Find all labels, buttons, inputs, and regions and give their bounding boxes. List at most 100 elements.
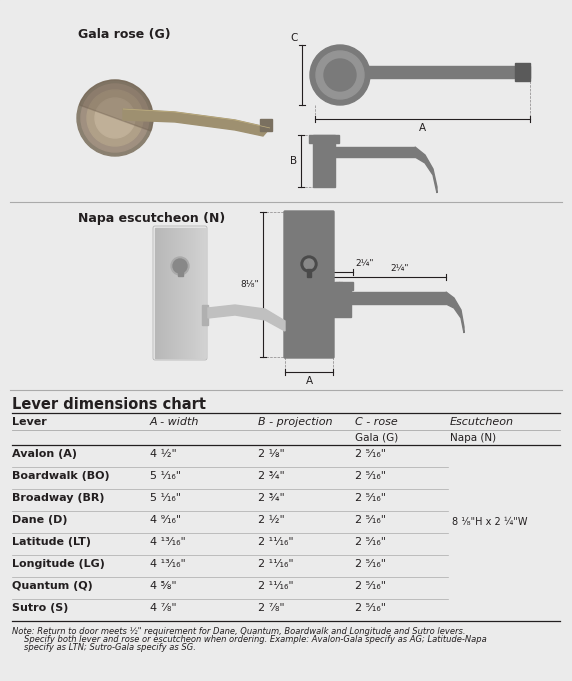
Bar: [172, 228, 173, 358]
Polygon shape: [123, 109, 270, 136]
Bar: [194, 228, 195, 358]
Text: 2 ⁵⁄₁₆": 2 ⁵⁄₁₆": [355, 493, 386, 503]
Bar: [184, 228, 185, 358]
Bar: [157, 228, 158, 358]
Bar: [196, 228, 197, 358]
Bar: [158, 228, 159, 358]
Bar: [335, 147, 415, 157]
Bar: [164, 228, 165, 358]
Text: 2 ⁵⁄₁₆": 2 ⁵⁄₁₆": [355, 515, 386, 525]
Text: Latitude (LT): Latitude (LT): [12, 537, 91, 547]
Circle shape: [87, 90, 143, 146]
Bar: [165, 228, 166, 358]
Bar: [202, 305, 208, 325]
Bar: [190, 228, 191, 358]
Text: 2 ⁵⁄₁₆": 2 ⁵⁄₁₆": [355, 449, 386, 459]
Bar: [177, 228, 178, 358]
Text: 8¹⁄₈": 8¹⁄₈": [240, 280, 259, 289]
Bar: [331, 282, 353, 290]
Text: B - projection: B - projection: [258, 417, 332, 427]
Text: Quantum (Q): Quantum (Q): [12, 581, 93, 591]
Text: C: C: [291, 33, 298, 43]
Bar: [187, 228, 188, 358]
Bar: [191, 228, 192, 358]
Bar: [181, 228, 182, 358]
Text: 4 ¹³⁄₁₆": 4 ¹³⁄₁₆": [150, 537, 186, 547]
FancyBboxPatch shape: [284, 211, 334, 358]
Bar: [169, 228, 170, 358]
Bar: [0, 390, 572, 681]
Text: 2 ¹¹⁄₁₆": 2 ¹¹⁄₁₆": [258, 581, 293, 591]
Bar: [189, 228, 190, 358]
Bar: [168, 228, 169, 358]
Bar: [365, 66, 530, 78]
Text: 2 ¹¹⁄₁₆": 2 ¹¹⁄₁₆": [258, 559, 293, 569]
Bar: [204, 228, 205, 358]
Text: 2 ⁵⁄₁₆": 2 ⁵⁄₁₆": [355, 471, 386, 481]
Circle shape: [316, 51, 364, 99]
Bar: [188, 228, 189, 358]
Text: 4 ⁷⁄₈": 4 ⁷⁄₈": [150, 603, 177, 613]
Bar: [201, 228, 202, 358]
Bar: [197, 228, 198, 358]
Bar: [333, 287, 351, 317]
Text: 2 ¾": 2 ¾": [258, 471, 285, 481]
Bar: [307, 269, 311, 277]
Bar: [182, 228, 183, 358]
Bar: [178, 228, 179, 358]
Bar: [193, 228, 194, 358]
Text: C - rose: C - rose: [355, 417, 398, 427]
Bar: [176, 228, 177, 358]
Bar: [175, 228, 176, 358]
Text: 2 ¾": 2 ¾": [258, 493, 285, 503]
Text: B: B: [290, 156, 297, 166]
Text: Broadway (BR): Broadway (BR): [12, 493, 105, 503]
Bar: [200, 228, 201, 358]
Text: Gala rose (G): Gala rose (G): [78, 28, 170, 41]
Text: 2¼": 2¼": [390, 264, 409, 273]
Text: Escutcheon: Escutcheon: [450, 417, 514, 427]
Text: Longitude (LG): Longitude (LG): [12, 559, 105, 569]
Bar: [195, 228, 196, 358]
Text: Sutro (S): Sutro (S): [12, 603, 69, 613]
Circle shape: [304, 259, 314, 269]
Bar: [171, 228, 172, 358]
Circle shape: [310, 45, 370, 105]
Bar: [167, 228, 168, 358]
Bar: [177, 266, 182, 276]
Text: 4 ⁹⁄₁₆": 4 ⁹⁄₁₆": [150, 515, 181, 525]
Circle shape: [95, 98, 135, 138]
Wedge shape: [80, 80, 153, 131]
Text: 4 ⅝": 4 ⅝": [150, 581, 177, 591]
Text: 2 ⁵⁄₁₆": 2 ⁵⁄₁₆": [355, 559, 386, 569]
Text: 2 ⁵⁄₁₆": 2 ⁵⁄₁₆": [355, 581, 386, 591]
Bar: [163, 228, 164, 358]
Text: 5 ¹⁄₁₆": 5 ¹⁄₁₆": [150, 471, 181, 481]
Text: 8 ¹⁄₈"H x 2 ¼"W: 8 ¹⁄₈"H x 2 ¼"W: [452, 517, 527, 527]
Bar: [202, 228, 203, 358]
Bar: [155, 228, 156, 358]
Polygon shape: [446, 292, 464, 333]
Circle shape: [301, 256, 317, 272]
Text: 2 ⅛": 2 ⅛": [258, 449, 285, 459]
Text: 2¼": 2¼": [355, 259, 374, 268]
Bar: [179, 228, 180, 358]
Text: Boardwalk (BO): Boardwalk (BO): [12, 471, 110, 481]
Text: Napa (N): Napa (N): [450, 433, 496, 443]
Text: B: B: [343, 288, 349, 298]
Text: 4 ½": 4 ½": [150, 449, 177, 459]
Bar: [180, 228, 181, 358]
Text: 4 ¹³⁄₁₆": 4 ¹³⁄₁₆": [150, 559, 186, 569]
Bar: [160, 228, 161, 358]
Bar: [161, 228, 162, 358]
Text: Lever dimensions chart: Lever dimensions chart: [12, 397, 206, 412]
Circle shape: [324, 59, 356, 91]
Bar: [0, 0, 572, 205]
Bar: [166, 228, 167, 358]
Text: Specify both lever and rose or escutcheon when ordering. Example: Avalon-Gala sp: Specify both lever and rose or escutcheo…: [24, 635, 487, 644]
Bar: [183, 228, 184, 358]
Circle shape: [77, 80, 153, 156]
Bar: [173, 228, 174, 358]
Bar: [260, 119, 272, 131]
Text: A: A: [305, 376, 312, 386]
